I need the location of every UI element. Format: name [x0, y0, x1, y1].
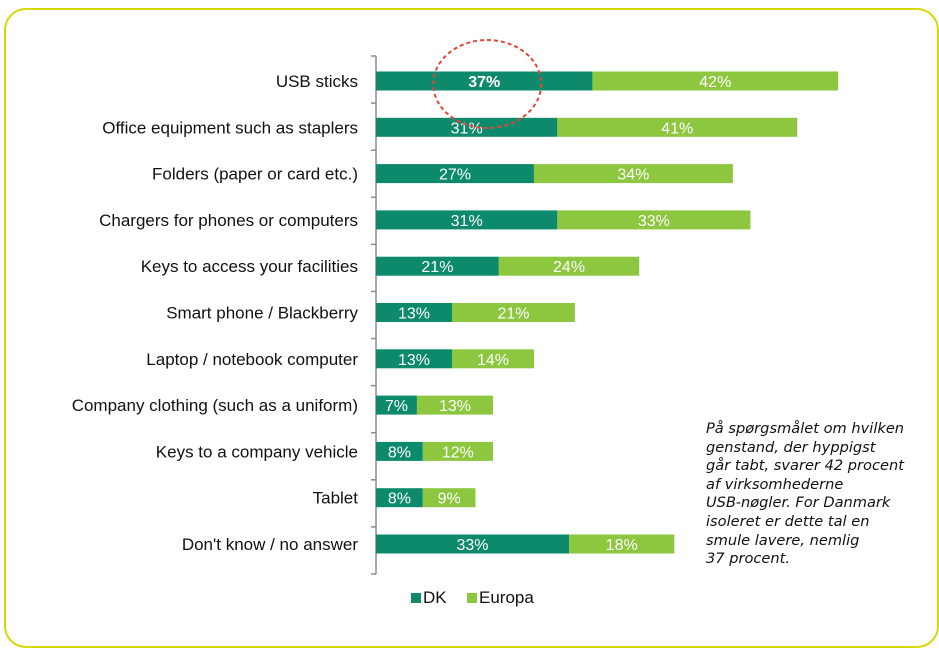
bar-dk-keys-to-a-company-vehicle [376, 441, 423, 461]
bar-europa-keys-to-a-company-vehicle [422, 441, 493, 461]
data-label-europa-smart-phone-blackberry: 21% [497, 306, 529, 323]
bar-europa-smart-phone-blackberry [452, 303, 575, 322]
category-label-tablet: Tablet [313, 489, 359, 508]
legend-label-europa: Europa [479, 588, 534, 607]
data-label-dk-laptop-notebook-computer: 13% [398, 352, 430, 369]
category-label-don-t-know-no-answer: Don't know / no answer [182, 535, 359, 554]
data-label-europa-keys-to-access-your-facilities: 24% [553, 259, 585, 276]
bar-dk-laptop-notebook-computer [376, 349, 453, 369]
data-label-europa-laptop-notebook-computer: 14% [477, 352, 509, 369]
data-label-europa-folders-paper-or-card-etc: 34% [617, 167, 649, 184]
annotation-line: genstand, der hyppigst [706, 438, 876, 456]
bar-chart: USB sticks Office equipment such as stapl… [72, 39, 839, 607]
bar-dk-tablet [376, 488, 423, 508]
category-label-smart-phone-blackberry: Smart phone / Blackberry [166, 304, 358, 323]
bar-europa-don-t-know-no-answer [569, 534, 675, 554]
category-label-keys-to-a-company-vehicle: Keys to a company vehicle [156, 442, 358, 461]
data-label-dk-don-t-know-no-answer: 33% [457, 537, 489, 554]
bar-europa-chargers-for-phones-or-computers [557, 210, 751, 230]
bar-europa-company-clothing-such-as-a-uniform [416, 395, 493, 415]
data-label-europa-company-clothing-such-as-a-uniform: 13% [439, 398, 471, 415]
category-label-chargers-for-phones-or-computers: Chargers for phones or computers [99, 211, 358, 230]
data-label-europa-tablet: 9% [438, 491, 461, 508]
data-label-dk-company-clothing-such-as-a-uniform: 7% [385, 398, 408, 415]
category-label-laptop-notebook-computer: Laptop / notebook computer [146, 350, 358, 369]
bar-europa-usb-sticks [592, 71, 839, 91]
category-label-folders-paper-or-card-etc: Folders (paper or card etc.) [152, 165, 358, 184]
annotation-line: går tabt, svarer 42 procent [706, 457, 904, 475]
data-label-dk-folders-paper-or-card-etc: 27% [439, 167, 471, 184]
bar-dk-usb-sticks [376, 71, 593, 91]
data-label-dk-usb-sticks: 37% [468, 74, 500, 91]
legend-swatch-europa [467, 593, 477, 603]
category-label-usb-sticks: USB sticks [276, 72, 358, 91]
category-label-keys-to-access-your-facilities: Keys to access your facilities [141, 257, 358, 276]
data-label-dk-keys-to-a-company-vehicle: 8% [388, 444, 411, 461]
highlight-circle [432, 39, 543, 129]
data-label-europa-usb-sticks: 42% [699, 74, 731, 91]
bar-europa-keys-to-access-your-facilities [498, 256, 640, 276]
data-label-dk-smart-phone-blackberry: 13% [398, 306, 430, 323]
bar-dk-smart-phone-blackberry [376, 303, 453, 322]
data-label-dk-keys-to-access-your-facilities: 21% [421, 259, 453, 276]
bar-europa-laptop-notebook-computer [452, 349, 534, 369]
bar-dk-folders-paper-or-card-etc [376, 164, 534, 184]
annotation-line: 37 procent. [706, 550, 791, 568]
annotation-line: af virksomhederne [706, 475, 844, 493]
bar-dk-keys-to-access-your-facilities [376, 256, 499, 276]
data-label-europa-chargers-for-phones-or-computers: 33% [638, 213, 670, 230]
category-label-company-clothing-such-as-a-uniform: Company clothing (such as a uniform) [72, 396, 358, 415]
data-label-dk-tablet: 8% [388, 491, 411, 508]
bar-dk-chargers-for-phones-or-computers [376, 210, 558, 230]
bar-europa-tablet [422, 488, 476, 508]
data-label-europa-don-t-know-no-answer: 18% [606, 537, 638, 554]
annotation-line: isoleret er dette tal en [706, 512, 870, 530]
annotation-text: På spørgsmålet om hvilken genstand, der … [706, 420, 934, 569]
data-label-europa-office-equipment-such-as-staplers: 41% [661, 120, 693, 137]
bar-europa-office-equipment-such-as-staplers [557, 117, 798, 137]
annotation-line: På spørgsmålet om hvilken [706, 420, 905, 437]
bar-europa-folders-paper-or-card-etc [533, 164, 733, 184]
annotation-line: USB-nøgler. For Danmark [706, 494, 891, 512]
annotation-line: smule lavere, nemlig [706, 531, 860, 549]
category-label-office-equipment-such-as-staplers: Office equipment such as staplers [102, 118, 358, 137]
data-label-dk-office-equipment-such-as-staplers: 31% [451, 120, 483, 137]
data-label-europa-keys-to-a-company-vehicle: 12% [442, 444, 474, 461]
bar-dk-don-t-know-no-answer [376, 534, 570, 554]
bar-dk-company-clothing-such-as-a-uniform [376, 395, 417, 415]
data-label-dk-chargers-for-phones-or-computers: 31% [451, 213, 483, 230]
legend-label-dk: DK [423, 588, 447, 607]
legend-swatch-dk [411, 593, 421, 603]
legend: DK Europa [411, 588, 534, 607]
